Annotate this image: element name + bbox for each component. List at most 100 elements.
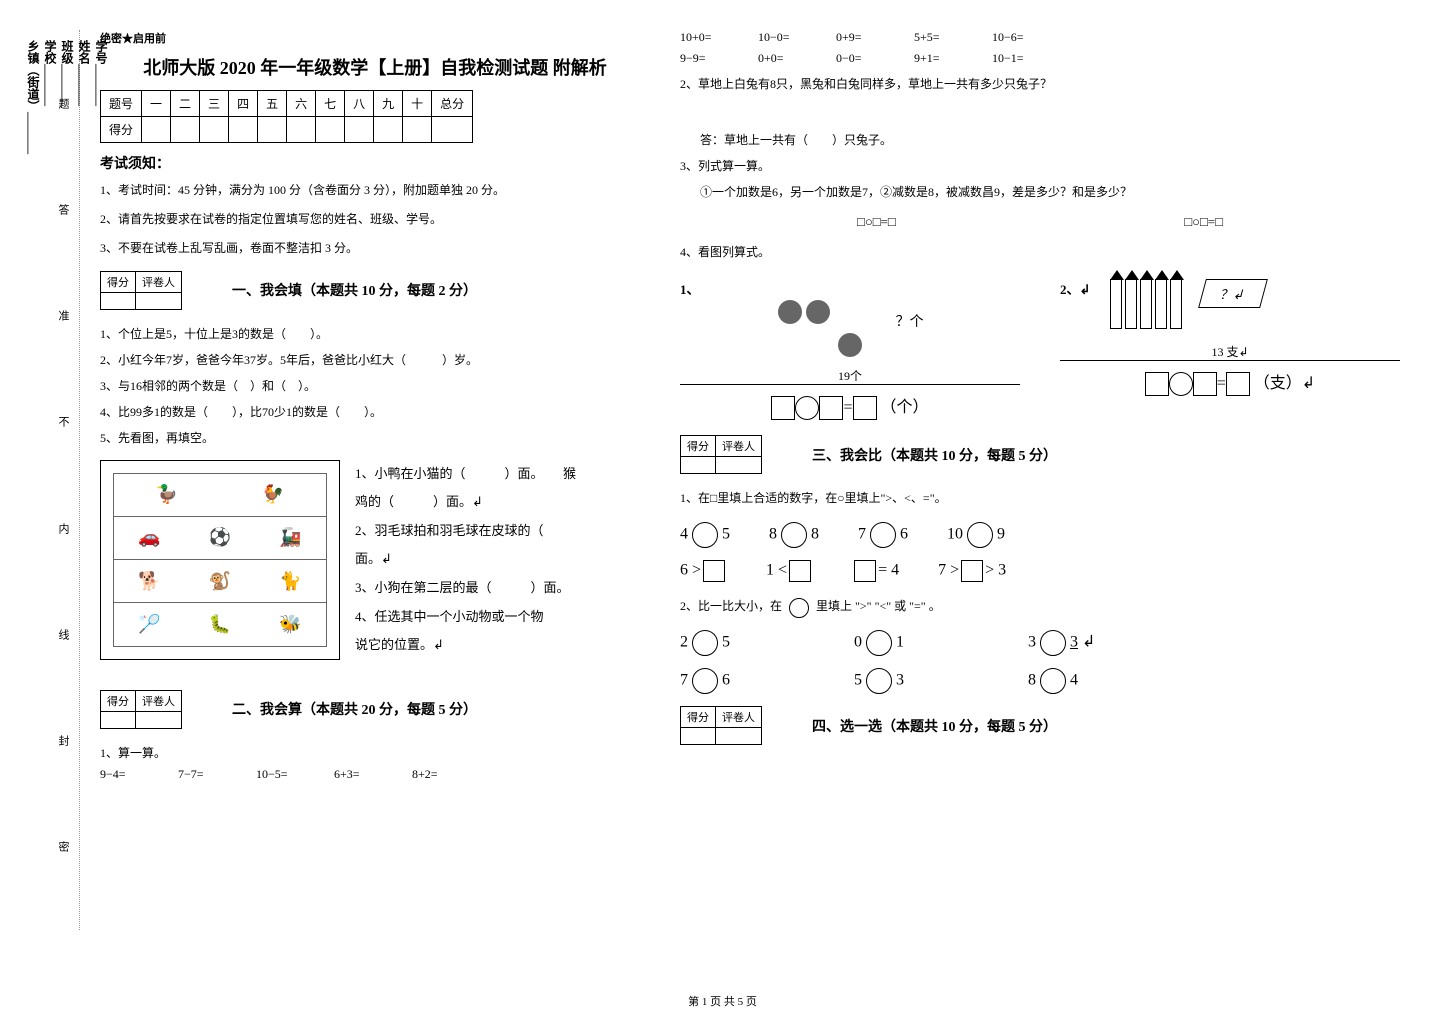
shelf-row-1: 🦆🐓 — [114, 474, 326, 517]
ball-icon — [838, 333, 862, 357]
expr: 1 < — [766, 562, 787, 579]
score-box: 得分评卷人 — [100, 271, 182, 310]
section-2-title: 二、我会算（本题共 20 分，每题 5 分） — [232, 699, 477, 719]
section-4-header: 得分评卷人 四、选一选（本题共 10 分，每题 5 分） — [680, 706, 1400, 745]
num: 5 — [854, 672, 862, 689]
score-table-header: 题号 一 二 三 四 五 六 七 八 九 十 总分 — [101, 91, 473, 117]
col-total: 总分 — [432, 91, 473, 117]
diagram-2: 2、↲ ？↲ 13 支↲ = （支）↲ — [1060, 279, 1400, 420]
pencil-icon — [1170, 279, 1182, 329]
bee-icon: 🐝 — [279, 614, 301, 635]
calc-item: 10−0= — [758, 30, 833, 45]
num: 7 — [680, 672, 688, 689]
num: 8 — [811, 526, 819, 543]
circle-blank — [866, 668, 892, 694]
pencil-icon — [1140, 279, 1152, 329]
field-town: 乡镇（街道）_______ — [25, 40, 42, 920]
col-9: 九 — [374, 91, 403, 117]
num: 3 — [896, 672, 904, 689]
calc-item: 10−1= — [992, 51, 1067, 66]
content: 绝密★启用前 北师大版 2020 年一年级数学【上册】自我检测试题 附解析 题号… — [100, 30, 1420, 788]
section-2-header: 得分评卷人 二、我会算（本题共 20 分，每题 5 分） — [100, 690, 650, 729]
num: 7 — [858, 526, 866, 543]
calc-item: 0+0= — [758, 51, 833, 66]
section-3-header: 得分评卷人 三、我会比（本题共 10 分，每题 5 分） — [680, 435, 1400, 474]
shelf-picture: 🦆🐓 🚗⚽🚂 🐕 🐒 🐈 🏸🐛🐝 — [100, 460, 340, 660]
num: 5 — [722, 634, 730, 651]
shelf-row-3: 🐕 🐒 🐈 — [114, 560, 326, 603]
s3-q2-post: 里填上 ">" "<" 或 "=" 。 — [816, 599, 941, 613]
pic-q2b: 面。↲ — [355, 545, 635, 574]
car-icon: 🚗 — [138, 527, 160, 548]
d2-total: 13 支↲ — [1060, 339, 1400, 361]
num: 6 — [722, 672, 730, 689]
pic-q1a: 1、小鸭在小猫的（ ）面。 猴 — [355, 460, 635, 489]
compare-row-3: 25 01 33 ↲ — [680, 630, 1400, 656]
section-4-title: 四、选一选（本题共 10 分，每题 5 分） — [812, 716, 1057, 736]
pic-q1b: 鸡的（ ）面。↲ — [355, 488, 635, 517]
square-box — [819, 396, 843, 420]
d1-question: ？个 — [896, 315, 924, 330]
col-2: 二 — [171, 91, 200, 117]
col-3: 三 — [200, 91, 229, 117]
calc-item: 10+0= — [680, 30, 755, 45]
notice-title: 考试须知： — [100, 153, 650, 173]
formula-1: □○□=□ — [714, 214, 1038, 230]
side-fields: 学号_______ 姓名_______ 班级_______ 学校_______ … — [25, 40, 110, 920]
d2-formula: = （支）↲ — [1060, 369, 1400, 396]
square-blank — [961, 560, 983, 582]
row2-label: 得分 — [101, 117, 142, 143]
score-box: 得分评卷人 — [680, 435, 762, 474]
section-3-title: 三、我会比（本题共 10 分，每题 5 分） — [812, 445, 1057, 465]
col-label: 题号 — [101, 91, 142, 117]
col-4: 四 — [229, 91, 258, 117]
calc-item: 9−9= — [680, 51, 755, 66]
d1-unit: （个） — [881, 399, 929, 416]
square-blank — [854, 560, 876, 582]
circle-blank — [692, 522, 718, 548]
shelf-row-2: 🚗⚽🚂 — [114, 517, 326, 560]
cat-icon: 🐈 — [279, 571, 301, 592]
notice-item: 3、不要在试卷上乱写乱画，卷面不整洁扣 3 分。 — [100, 239, 650, 258]
num: 0 — [854, 634, 862, 651]
calc-item: 6+3= — [334, 767, 409, 782]
s2-q2: 2、草地上白兔有8只，黑兔和白兔同样多，草地上一共有多少只兔子？ — [680, 72, 1400, 96]
calc-row-3: 9−9= 0+0= 0−0= 9+1= 10−1= — [680, 51, 1400, 66]
square-box — [1193, 372, 1217, 396]
col-8: 八 — [345, 91, 374, 117]
balls-group: ？个 — [680, 298, 1020, 363]
left-column: 绝密★启用前 北师大版 2020 年一年级数学【上册】自我检测试题 附解析 题号… — [100, 30, 650, 788]
racket-icon: 🏸 — [138, 614, 160, 635]
s2-q3a: ①一个加数是6，另一个加数是7，②减数是8，被减数昌9，差是多少？和是多少？ — [700, 180, 1400, 204]
section-1-header: 得分评卷人 一、我会填（本题共 10 分，每题 2 分） — [100, 271, 650, 310]
score-box: 得分评卷人 — [680, 706, 762, 745]
circle-blank — [692, 668, 718, 694]
pencil-icon — [1155, 279, 1167, 329]
circle-blank — [866, 630, 892, 656]
pic-q2a: 2、羽毛球拍和羽毛球在皮球的（ — [355, 517, 635, 546]
dog-icon: 🐕 — [138, 571, 160, 592]
pic-q4b: 说它的位置。↲ — [355, 631, 635, 660]
shelf-row-4: 🏸🐛🐝 — [114, 603, 326, 645]
circle-box — [1169, 372, 1193, 396]
expr: 7 > — [938, 562, 959, 579]
s2-q2-answer: 答：草地上一共有（ ）只兔子。 — [700, 128, 1400, 152]
square-box — [1226, 372, 1250, 396]
col-7: 七 — [316, 91, 345, 117]
grader-label: 评卷人 — [716, 707, 762, 728]
score-label: 得分 — [681, 436, 716, 457]
circle-blank — [1040, 668, 1066, 694]
d2-label: 2、↲ — [1060, 279, 1090, 298]
num: 4 — [1070, 672, 1078, 689]
monkey-icon: 🐒 — [209, 571, 231, 592]
calc-item: 9−4= — [100, 767, 175, 782]
square-box — [853, 396, 877, 420]
num: 10 — [947, 526, 963, 543]
col-5: 五 — [258, 91, 287, 117]
d1-formula: = （个） — [680, 393, 1020, 420]
calc-item: 0+9= — [836, 30, 911, 45]
pic-q4a: 4、任选其中一个小动物或一个物 — [355, 603, 635, 632]
s2-q4: 4、看图列算式。 — [680, 240, 1400, 264]
expr: = 4 — [878, 562, 899, 579]
ball-icon — [806, 300, 830, 324]
